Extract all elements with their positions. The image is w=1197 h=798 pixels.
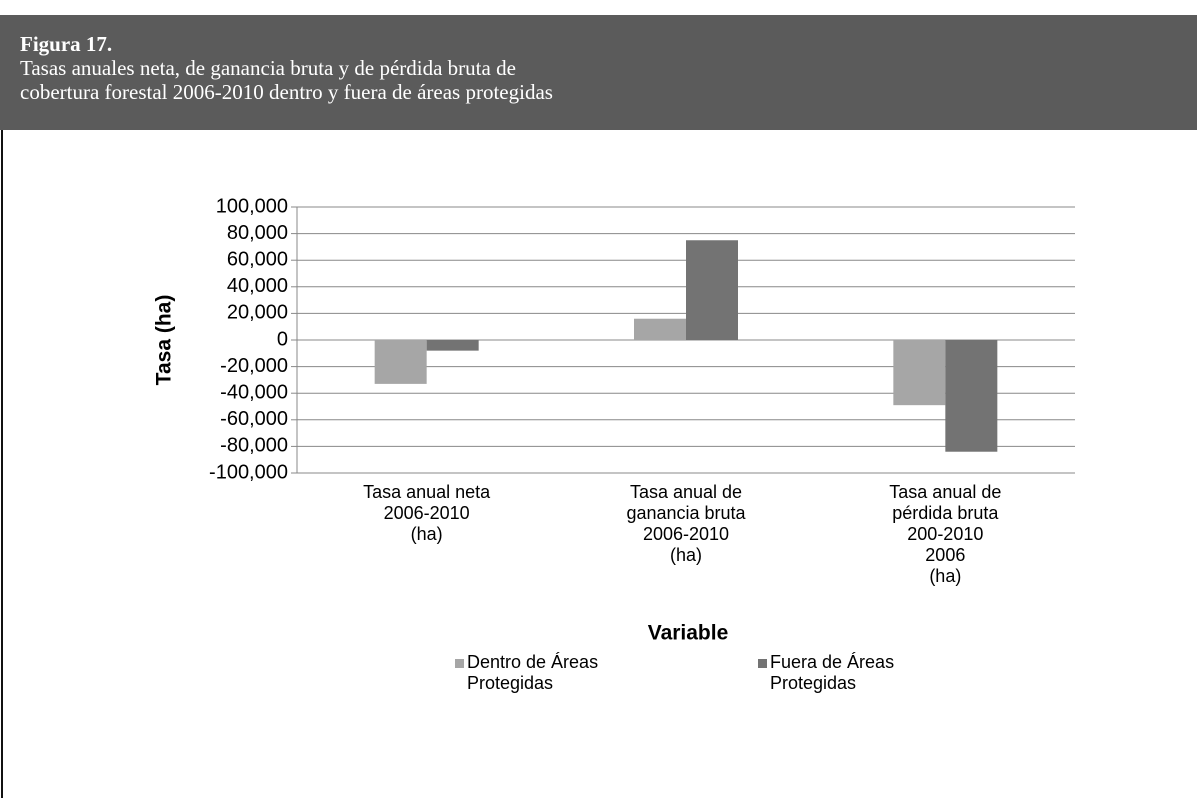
y-tick-label: 20,000 xyxy=(227,302,288,324)
legend-label: Dentro de Áreas Protegidas xyxy=(467,652,599,693)
y-tick-label: 40,000 xyxy=(227,275,288,297)
y-tick-label: 0 xyxy=(277,328,288,350)
y-tick-label: -60,000 xyxy=(220,408,288,430)
y-tick-label: -40,000 xyxy=(220,381,288,403)
y-tick-label: -100,000 xyxy=(209,461,288,483)
bar xyxy=(945,340,998,452)
bar xyxy=(686,240,738,340)
x-tick-label: Tasa anual de pérdida bruta 200-2010 200… xyxy=(889,482,1002,586)
header-band xyxy=(0,15,1197,130)
bar xyxy=(634,318,686,340)
legend-label: Fuera de Áreas Protegidas xyxy=(770,652,895,693)
figure-label: Figura 17. xyxy=(20,32,113,56)
x-axis-label: Variable xyxy=(648,622,729,645)
y-tick-label: 60,000 xyxy=(227,248,288,270)
legend-swatch xyxy=(758,659,767,668)
x-tick-label: Tasa anual neta 2006-2010 (ha) xyxy=(363,482,491,544)
y-tick-label: -20,000 xyxy=(220,355,288,377)
frame-line xyxy=(1,130,3,798)
x-tick-label: Tasa anual de ganancia bruta 2006-2010 (… xyxy=(626,482,746,565)
y-tick-label: -80,000 xyxy=(220,435,288,457)
bar xyxy=(426,340,479,351)
bar xyxy=(374,340,427,384)
y-axis-label: Tasa (ha) xyxy=(153,295,176,386)
figure-caption: Tasas anuales neta, de ganancia bruta y … xyxy=(20,56,553,104)
y-tick-label: 80,000 xyxy=(227,222,288,244)
legend-swatch xyxy=(455,659,464,668)
bar xyxy=(893,340,946,406)
y-tick-label: 100,000 xyxy=(216,195,288,217)
